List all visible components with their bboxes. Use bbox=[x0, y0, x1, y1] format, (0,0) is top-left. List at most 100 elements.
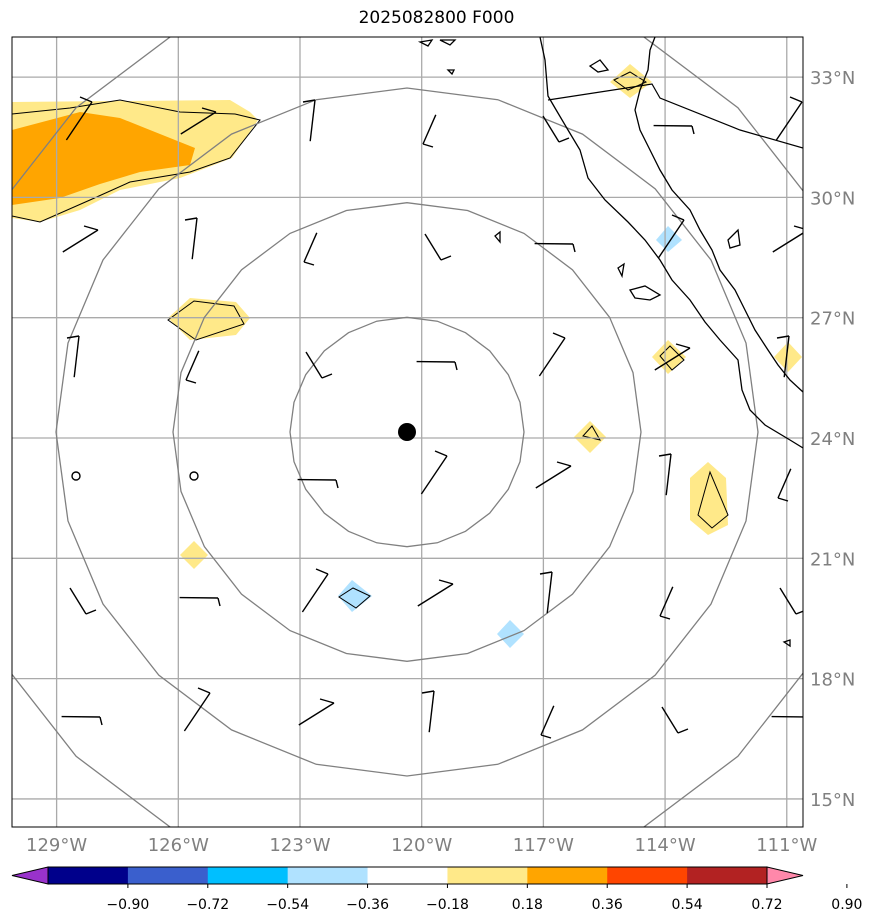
negative-anomaly-region bbox=[656, 226, 682, 252]
lat-tick-label: 30°N bbox=[810, 188, 855, 209]
positive-anomaly-region bbox=[574, 421, 606, 453]
contour-line bbox=[338, 587, 371, 609]
contour-line bbox=[167, 300, 245, 341]
wind-barb bbox=[65, 96, 93, 141]
range-ring bbox=[172, 202, 642, 662]
colorbar-segment bbox=[527, 867, 608, 884]
wind-barb bbox=[301, 568, 329, 613]
range-ring bbox=[289, 316, 525, 548]
coastline bbox=[539, 37, 803, 449]
colorbar-tick-label: −0.36 bbox=[346, 897, 389, 913]
colorbar-segment bbox=[207, 867, 289, 884]
plot-frame bbox=[11, 36, 804, 828]
border-layer bbox=[547, 83, 803, 149]
colorbar-tick-label: 0.72 bbox=[751, 897, 782, 913]
lon-tick-label: 126°W bbox=[148, 835, 209, 856]
wind-barb bbox=[661, 706, 689, 734]
wind-barb bbox=[66, 335, 80, 378]
lat-tick-label: 27°N bbox=[810, 309, 855, 330]
lat-tick-label: 18°N bbox=[810, 670, 855, 691]
country-border bbox=[547, 83, 803, 149]
wind-barb bbox=[424, 233, 452, 261]
colorbar-tick-label: −0.72 bbox=[186, 897, 229, 913]
wind-barb bbox=[305, 351, 333, 379]
wind-barb bbox=[772, 225, 803, 253]
coastline bbox=[782, 639, 791, 648]
map-title: 2025082800 F000 bbox=[358, 8, 515, 28]
colorbar-tick-label: 0.18 bbox=[512, 897, 543, 913]
colorbar-tick-label: 0.54 bbox=[672, 897, 703, 913]
wind-barb bbox=[416, 360, 458, 371]
wind-barb bbox=[534, 242, 576, 253]
wind-barb bbox=[657, 214, 685, 259]
range-ring bbox=[55, 87, 759, 777]
coastline bbox=[494, 230, 501, 244]
coastline bbox=[634, 37, 803, 393]
lon-tick-label: 117°W bbox=[513, 835, 574, 856]
wind-barb bbox=[654, 343, 691, 371]
lat-tick-label: 24°N bbox=[810, 429, 855, 450]
lon-tick-label: 129°W bbox=[26, 835, 87, 856]
wind-barb bbox=[183, 687, 211, 732]
wind-barb bbox=[298, 698, 335, 726]
graticule bbox=[12, 37, 803, 827]
anomaly-contour-layer bbox=[12, 71, 729, 609]
wind-barb bbox=[776, 335, 790, 378]
wind-barb bbox=[539, 571, 553, 614]
wind-barb bbox=[302, 99, 316, 142]
anomaly-fill-layer bbox=[12, 64, 802, 648]
coastline-layer bbox=[417, 37, 803, 648]
colorbar: −0.90 −0.72 −0.54 −0.36 −0.18 0.18 0.36 0.54 0.7… bbox=[11, 866, 862, 913]
longitude-labels: 129°W 126°W 123°W 120°W 117°W 114°W 111°W bbox=[26, 835, 818, 856]
colorbar-tick-label: −0.90 bbox=[106, 897, 149, 913]
wind-barb bbox=[775, 96, 803, 141]
positive-anomaly-region bbox=[690, 462, 728, 535]
colorbar-extend-low bbox=[11, 866, 49, 885]
positive-anomaly-region bbox=[610, 64, 652, 98]
lat-tick-label: 15°N bbox=[810, 790, 855, 811]
wind-barb bbox=[69, 587, 97, 615]
wind-barb bbox=[659, 586, 674, 620]
strong-positive-anomaly-region bbox=[12, 112, 195, 205]
lat-tick-label: 33°N bbox=[810, 68, 855, 89]
colorbar-segment bbox=[127, 867, 209, 884]
colorbar-segment bbox=[48, 867, 129, 884]
wind-barb bbox=[779, 587, 803, 615]
wind-barb bbox=[62, 225, 99, 253]
wind-barb bbox=[185, 350, 200, 384]
coastline bbox=[439, 39, 457, 46]
wind-barb bbox=[653, 124, 695, 135]
contour-line bbox=[613, 71, 648, 91]
negative-anomaly-region bbox=[497, 620, 524, 648]
wind-barb bbox=[777, 468, 792, 502]
wind-barb bbox=[61, 715, 103, 726]
wind-barb bbox=[540, 705, 555, 739]
coastline bbox=[417, 39, 434, 47]
colorbar-frame bbox=[47, 866, 768, 885]
lon-tick-label: 120°W bbox=[391, 835, 452, 856]
lon-tick-label: 123°W bbox=[269, 835, 330, 856]
contour-line bbox=[659, 345, 685, 371]
lon-tick-label: 114°W bbox=[635, 835, 696, 856]
colorbar-tick-label: −0.54 bbox=[266, 897, 309, 913]
wind-barb bbox=[180, 107, 217, 135]
wind-barb bbox=[658, 453, 672, 496]
wind-barb bbox=[303, 232, 318, 266]
wind-barb bbox=[71, 471, 81, 481]
contour-line bbox=[12, 99, 261, 223]
coastline bbox=[628, 285, 662, 301]
wind-barb bbox=[538, 332, 566, 377]
wind-barb bbox=[297, 478, 339, 489]
colorbar-segment bbox=[287, 867, 369, 884]
colorbar-segment bbox=[687, 867, 768, 884]
coastline bbox=[446, 69, 456, 76]
lat-tick-label: 21°N bbox=[810, 549, 855, 570]
colorbar-extend-high bbox=[766, 866, 804, 885]
colorbar-segment bbox=[447, 867, 528, 884]
wind-barb bbox=[189, 471, 199, 481]
range-rings bbox=[12, 37, 803, 827]
lon-tick-label: 111°W bbox=[756, 835, 817, 856]
wind-barb bbox=[542, 115, 570, 143]
positive-anomaly-region bbox=[168, 298, 250, 340]
